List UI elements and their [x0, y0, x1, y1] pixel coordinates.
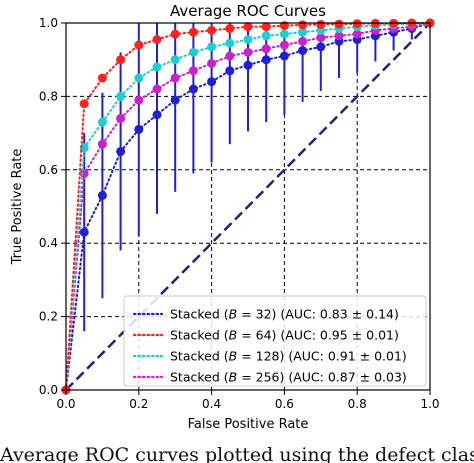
chart-title: Average ROC Curves — [170, 2, 326, 20]
data-point — [134, 95, 144, 105]
data-point — [79, 99, 89, 109]
data-point — [352, 29, 362, 39]
data-point — [279, 29, 289, 39]
legend-label: Stacked (B = 32) (AUC: 0.83 ± 0.14) — [170, 307, 399, 322]
data-point — [170, 29, 180, 39]
data-point — [97, 73, 107, 83]
data-point — [243, 60, 253, 70]
data-point — [298, 27, 308, 37]
data-point — [207, 42, 217, 52]
series-line — [65, 22, 431, 391]
chance-diagonal-line — [65, 22, 431, 391]
data-point — [225, 24, 235, 34]
data-point — [207, 77, 217, 87]
x-tick-label: 1.0 — [420, 397, 439, 411]
data-point — [207, 58, 217, 68]
roc-chart: Average ROC Curves 0.0 0.2 0.4 0.6 0.8 1.0 0.0 0… — [10, 2, 440, 432]
y-tick-label: 0.8 — [39, 89, 58, 103]
data-point — [261, 22, 271, 32]
data-point — [116, 55, 126, 65]
data-point — [243, 35, 253, 45]
data-point — [152, 84, 162, 94]
data-point — [116, 113, 126, 123]
legend-label: Stacked (B = 64) (AUC: 0.95 ± 0.01) — [170, 328, 399, 343]
data-point — [261, 31, 271, 41]
plot-frame — [65, 22, 431, 391]
data-point — [152, 110, 162, 120]
y-tick-label: 0.6 — [39, 163, 58, 177]
data-point — [97, 139, 107, 149]
data-point — [207, 25, 217, 35]
data-point — [316, 42, 326, 52]
data-point — [261, 55, 271, 65]
x-tick-label: 0.8 — [348, 397, 367, 411]
data-point — [134, 40, 144, 50]
data-point — [79, 168, 89, 178]
data-point — [298, 36, 308, 46]
y-tick-label: 1.0 — [39, 16, 58, 30]
x-tick-label: 0.4 — [202, 397, 221, 411]
data-point — [225, 66, 235, 76]
data-point — [116, 91, 126, 101]
data-point — [152, 35, 162, 45]
data-point — [298, 20, 308, 30]
y-tick-label: 0.0 — [39, 383, 58, 397]
data-point — [188, 47, 198, 57]
data-point — [97, 190, 107, 200]
data-point — [116, 146, 126, 156]
data-point — [134, 124, 144, 134]
data-point — [134, 73, 144, 83]
data-point — [316, 33, 326, 43]
x-tick-label: 0.6 — [275, 397, 294, 411]
x-tick-label: 0.0 — [56, 397, 75, 411]
data-point — [243, 47, 253, 57]
legend-label: Stacked (B = 128) (AUC: 0.91 ± 0.01) — [170, 349, 407, 364]
data-point — [188, 84, 198, 94]
y-tick-label: 0.2 — [39, 310, 58, 324]
figure-caption: Average ROC curves plotted using the def… — [0, 444, 474, 463]
data-point — [334, 31, 344, 41]
data-point — [170, 73, 180, 83]
data-point — [225, 38, 235, 48]
data-point — [279, 51, 289, 61]
data-point — [170, 55, 180, 65]
data-point — [316, 19, 326, 29]
data-point — [334, 19, 344, 29]
y-tick-label: 0.4 — [39, 236, 58, 250]
y-axis-label: True Positive Rate — [10, 149, 25, 266]
legend-box — [123, 295, 427, 387]
data-point — [225, 51, 235, 61]
data-point — [279, 40, 289, 50]
series-line — [65, 22, 431, 391]
data-point — [188, 66, 198, 76]
data-point — [261, 44, 271, 54]
legend-label: Stacked (B = 256) (AUC: 0.87 ± 0.03) — [170, 370, 407, 385]
data-point — [97, 117, 107, 127]
data-point — [79, 227, 89, 237]
x-axis-label: False Positive Rate — [188, 417, 309, 432]
data-point — [352, 19, 362, 29]
data-point — [152, 62, 162, 72]
x-tick-label: 0.2 — [129, 397, 148, 411]
data-point — [298, 46, 308, 56]
data-point — [188, 27, 198, 37]
data-point — [170, 95, 180, 105]
data-point — [243, 22, 253, 32]
